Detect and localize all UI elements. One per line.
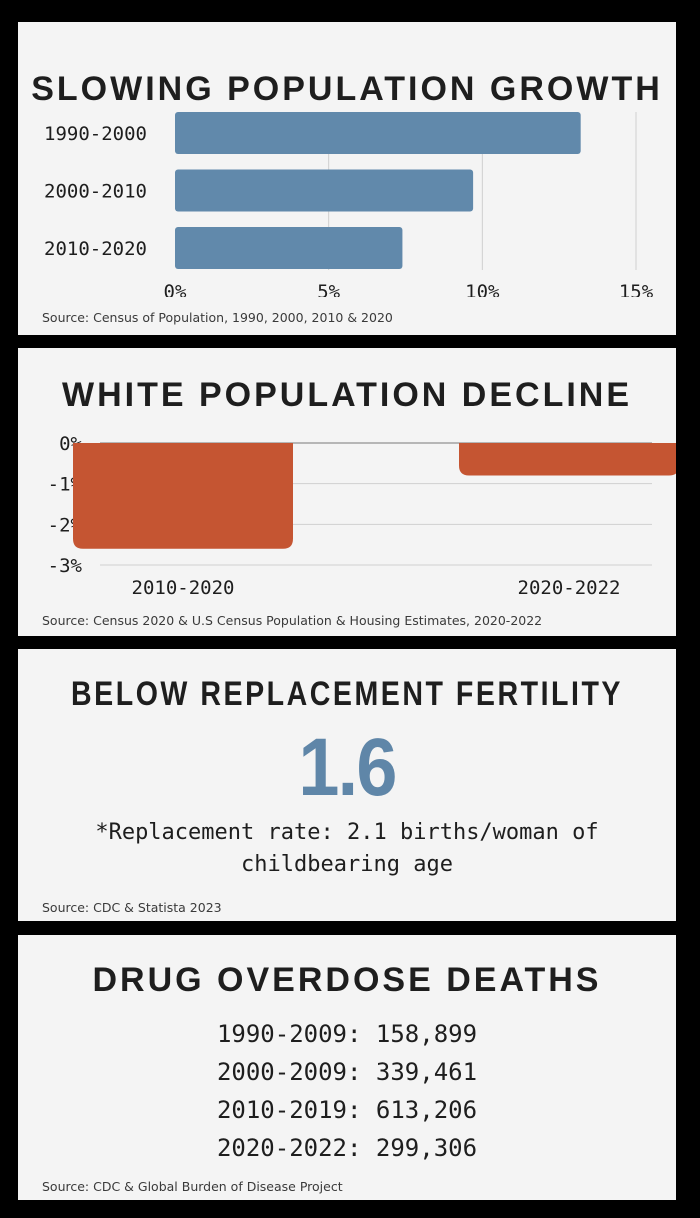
growth-x-tick-label: 15%: [619, 281, 654, 297]
overdose-panel: DRUG OVERDOSE DEATHS 1990-2009: 158,899 …: [18, 935, 676, 1200]
decline-category-label: 2010-2020: [132, 577, 235, 598]
decline-bar: [73, 443, 293, 549]
fertility-rate-value: 1.6: [298, 722, 397, 813]
growth-chart: 0% 5% 10% 15% 1990-2000 2000-2010 2010-2020: [44, 112, 654, 297]
growth-category-label: 1990-2000: [44, 123, 147, 145]
growth-bar: [175, 169, 474, 212]
overdose-row: 1990-2009: 158,899: [216, 1020, 478, 1048]
decline-bar: [459, 443, 676, 476]
growth-x-tick-label: 5%: [317, 281, 340, 297]
decline-y-tick-label: -3%: [48, 555, 83, 577]
overdose-row: 2010-2019: 613,206: [216, 1096, 478, 1124]
overdose-title: DRUG OVERDOSE DEATHS: [92, 961, 602, 999]
fertility-title: BELOW REPLACEMENT FERTILITY: [71, 675, 623, 713]
growth-x-tick-label: 10%: [465, 281, 500, 297]
fertility-panel: BELOW REPLACEMENT FERTILITY 1.6 *Replace…: [18, 649, 676, 921]
growth-bar: [175, 227, 403, 269]
overdose-source: Source: CDC & Global Burden of Disease P…: [42, 1179, 343, 1194]
growth-title: SLOWING POPULATION GROWTH: [31, 70, 663, 108]
decline-category-label: 2020-2022: [518, 577, 621, 598]
growth-panel: SLOWING POPULATION GROWTH 0% 5% 10% 15% 1990…: [18, 22, 676, 335]
growth-bar: [175, 112, 581, 154]
fertility-source: Source: CDC & Statista 2023: [42, 900, 222, 915]
decline-title: WHITE POPULATION DECLINE: [61, 376, 633, 414]
decline-chart: 0%-1%-2%-3%2010-2020 2020-2022: [48, 433, 676, 598]
overdose-list: 1990-2009: 158,899 2000-2009: 339,461 20…: [18, 1015, 676, 1167]
growth-category-label: 2000-2010: [44, 181, 147, 203]
overdose-row: 2020-2022: 299,306: [216, 1134, 478, 1162]
overdose-row: 2000-2009: 339,461: [216, 1058, 478, 1086]
decline-source: Source: Census 2020 & U.S Census Populat…: [42, 613, 543, 628]
decline-panel: WHITE POPULATION DECLINE 0% -1% -2% -3% 2010…: [18, 348, 676, 636]
growth-x-tick-label: 0%: [164, 281, 187, 297]
growth-category-label: 2010-2020: [44, 238, 147, 260]
replacement-rate-note: *Replacement rate: 2.1 births/woman of c…: [95, 820, 599, 877]
growth-source: Source: Census of Population, 1990, 2000…: [42, 310, 393, 325]
